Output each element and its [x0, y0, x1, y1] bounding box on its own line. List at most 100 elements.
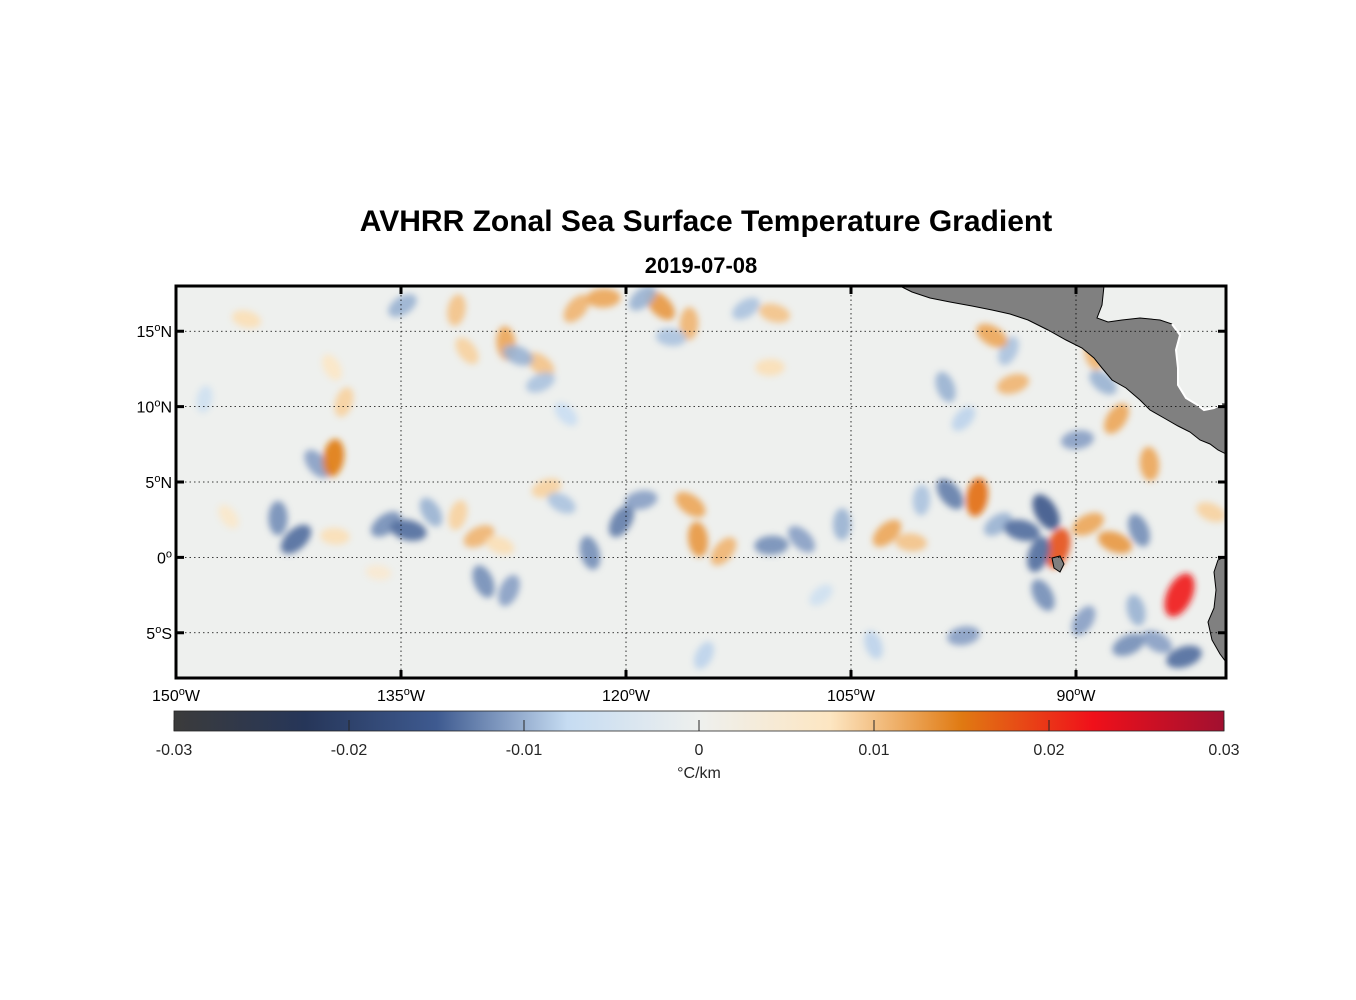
gradient-feature [334, 387, 354, 417]
gradient-feature [485, 535, 515, 555]
gradient-feature [679, 307, 699, 341]
gradient-feature [554, 402, 578, 426]
gradient-feature [547, 492, 576, 514]
colorbar-tick-label: -0.02 [331, 742, 368, 759]
gradient-feature [1071, 605, 1096, 636]
gradient-feature [710, 537, 737, 566]
gradient-feature [1196, 502, 1226, 523]
gradient-feature [586, 288, 621, 308]
gradient-feature [895, 533, 927, 552]
gradient-feature [951, 406, 976, 432]
gradient-feature [1089, 370, 1117, 395]
gradient-feature [322, 439, 345, 477]
gradient-feature [624, 490, 658, 510]
gradient-feature [304, 449, 330, 479]
gradient-feature [526, 372, 555, 393]
colorbar-tick-label: 0.01 [858, 742, 889, 759]
gradient-feature [1071, 512, 1105, 536]
gradient-feature [196, 385, 213, 413]
gradient-feature [832, 508, 852, 541]
gradient-feature [787, 525, 816, 553]
gradient-feature [1003, 519, 1041, 542]
gradient-feature [447, 294, 466, 326]
gradient-feature [365, 564, 392, 581]
gradient-feature [280, 524, 312, 554]
lon-tick-label: 90oW [1056, 686, 1096, 705]
lon-tick-label: 135oW [377, 686, 426, 705]
colorbar-unit-label: °C/km [677, 765, 721, 782]
gradient-feature [864, 630, 883, 660]
gradient-feature [268, 500, 288, 536]
lat-tick-label: 10oN [137, 398, 172, 417]
land-central-america [899, 286, 1226, 455]
gradient-feature [1141, 630, 1173, 654]
gradient-feature [1104, 403, 1129, 434]
gradient-feature [1164, 573, 1195, 617]
colorbar-ticks: -0.03 -0.02 -0.01 0 0.01 0.02 0.03 [156, 720, 1240, 759]
map-background [176, 286, 1226, 678]
gradient-feature [448, 500, 468, 531]
gradient-feature [498, 574, 520, 607]
gradient-feature [1166, 645, 1202, 669]
land-coast-highlight [1171, 323, 1223, 412]
colorbar-tick-label: -0.03 [156, 742, 193, 759]
lat-tick-label: 5oS [146, 624, 172, 643]
gradient-feature [675, 491, 706, 518]
gradient-feature [1027, 536, 1050, 573]
gradient-feature [809, 584, 833, 606]
gradient-feature [370, 511, 402, 537]
gradient-feature [996, 373, 1030, 395]
gradient-feature [390, 519, 427, 541]
lon-tick-label: 150oW [152, 686, 201, 705]
gradient-feature [912, 484, 931, 516]
lon-tick-label: 105oW [827, 686, 876, 705]
gradient-feature [1061, 430, 1094, 450]
land-galapagos [1051, 555, 1065, 573]
gradient-feature [629, 286, 656, 311]
lat-tick-label: 15oN [137, 322, 172, 341]
colorbar-tick-label: 0 [695, 742, 704, 759]
gradient-field [196, 286, 1226, 670]
gradient-feature [472, 565, 495, 598]
gradient-feature [608, 505, 635, 538]
gradient-feature [526, 352, 555, 377]
chart-title: AVHRR Zonal Sea Surface Temperature Grad… [359, 205, 1053, 238]
lon-tick-label: 120oW [602, 686, 651, 705]
gradient-feature [1098, 531, 1132, 554]
gradient-feature [755, 359, 785, 376]
chart-subtitle: 2019-07-08 [644, 253, 758, 278]
gradient-feature [655, 328, 687, 347]
gradient-feature [455, 337, 479, 365]
gradient-feature [976, 323, 1008, 348]
gradient-feature [1139, 446, 1160, 482]
gradient-feature [388, 294, 417, 318]
gradient-feature [320, 527, 350, 545]
gradient-feature [1112, 633, 1145, 657]
gradient-feature [1031, 579, 1055, 611]
gradient-feature [322, 354, 342, 381]
lat-tick-label: 5oN [145, 473, 172, 492]
colorbar-tick-label: -0.01 [506, 742, 543, 759]
gradient-feature [732, 297, 760, 320]
colorbar-tick-label: 0.03 [1208, 742, 1239, 759]
gradient-feature [231, 310, 262, 329]
gradient-feature [502, 345, 534, 366]
gradient-feature [1128, 513, 1150, 547]
gradient-feature [419, 497, 443, 527]
gradient-feature [872, 519, 902, 547]
gradient-feature [687, 521, 709, 558]
axis-ticks: 15oN 10oN 5oN 0o 5oS 150oW 135oW 120oW 105oW 90oW [137, 286, 1226, 705]
gradient-feature [1126, 594, 1146, 626]
gradient-feature [935, 371, 956, 403]
gradient-feature [218, 504, 239, 529]
gradient-feature [579, 536, 601, 570]
land-south-america [1207, 555, 1226, 663]
gradient-feature [947, 626, 980, 646]
gradient-feature [563, 294, 590, 323]
colorbar-tick-label: 0.02 [1033, 742, 1064, 759]
gradient-feature [754, 535, 789, 555]
lat-tick-label: 0o [157, 548, 172, 567]
gradient-feature [936, 478, 964, 510]
gradient-feature [965, 477, 989, 517]
